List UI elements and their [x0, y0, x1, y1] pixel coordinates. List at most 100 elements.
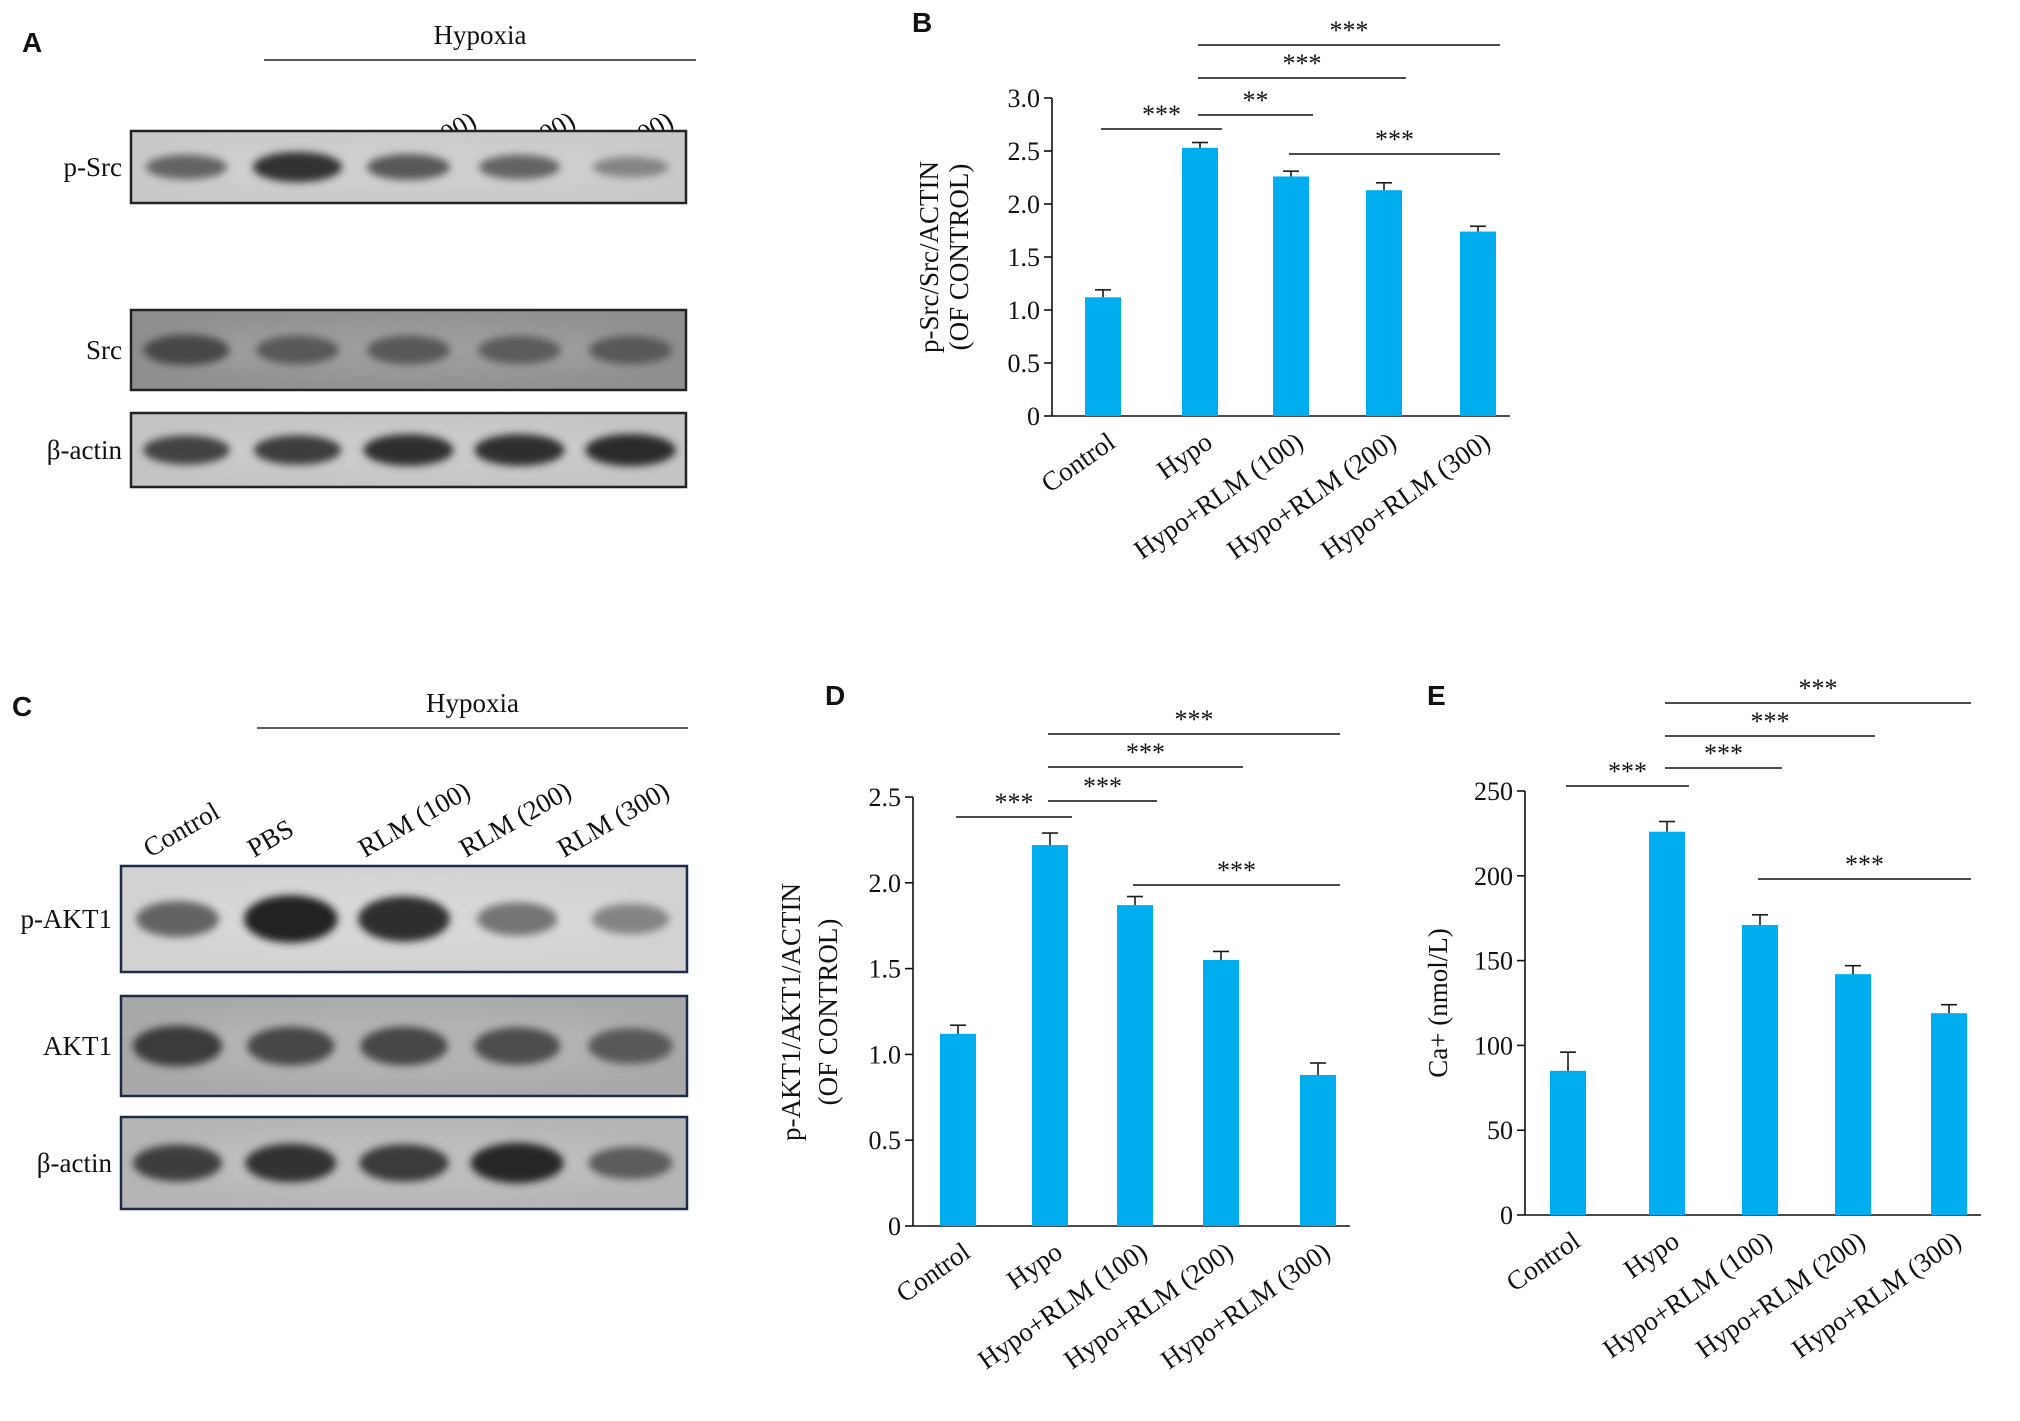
- y-axis-label: p-Src/Src/ACTIN: [914, 161, 944, 353]
- blot-row: AKT1: [43, 994, 689, 1098]
- bar: [1182, 147, 1218, 416]
- blot-frame: [129, 411, 688, 489]
- blot-row-label: p-Src: [64, 152, 122, 182]
- significance-label: ***: [1375, 125, 1414, 154]
- significance-label: ***: [1704, 739, 1743, 768]
- protein-band: [143, 435, 230, 465]
- x-tick-label: Hypo+RLM (200): [1221, 426, 1401, 565]
- y-axis-label: Ca+ (nmol/L): [1423, 928, 1453, 1077]
- x-tick-label: Hypo+RLM (300): [1315, 426, 1495, 565]
- bar: [1835, 974, 1871, 1215]
- bar: [1742, 924, 1778, 1215]
- significance-label: ***: [995, 788, 1034, 817]
- significance-label: ***: [1175, 705, 1214, 734]
- blot-row: β-actin: [37, 1115, 689, 1211]
- significance-label: ***: [1217, 856, 1256, 885]
- significance-label: ***: [1126, 738, 1165, 767]
- blot-frame: [119, 1115, 689, 1211]
- y-tick-label: 150: [1474, 947, 1513, 976]
- x-tick-label: Hypo+RLM (200): [1690, 1225, 1870, 1364]
- lane-label: Control: [138, 796, 224, 863]
- y-axis-label-secondary: (OF CONTROL): [944, 164, 974, 351]
- protein-band: [474, 1027, 561, 1065]
- bar: [940, 1033, 976, 1226]
- protein-band: [366, 335, 451, 365]
- significance-label: **: [1243, 86, 1269, 115]
- panel-letter: D: [825, 680, 845, 711]
- y-tick-label: 0: [888, 1212, 901, 1241]
- y-tick-label: 1.5: [869, 955, 902, 984]
- blot-row: β-actin: [47, 411, 688, 489]
- significance-label: ***: [1608, 757, 1647, 786]
- lane-label: RLM (200): [454, 775, 576, 863]
- significance-label: ***: [1083, 772, 1122, 801]
- x-tick-label: Hypo: [1151, 426, 1217, 485]
- y-tick-label: 2.0: [869, 869, 902, 898]
- x-tick-label: Hypo+RLM (300): [1155, 1236, 1335, 1375]
- y-tick-label: 0: [1027, 402, 1040, 431]
- x-tick-label: Control: [1036, 426, 1121, 498]
- y-tick-label: 1.0: [869, 1040, 902, 1069]
- significance-label: ***: [1751, 707, 1790, 736]
- protein-band: [132, 1025, 223, 1067]
- protein-band: [588, 335, 673, 365]
- blot-row-label: p-AKT1: [21, 904, 112, 934]
- significance-label: ***: [1283, 49, 1322, 78]
- blot-row-label: Src: [86, 335, 122, 365]
- significance-label: ***: [1330, 16, 1369, 45]
- protein-band: [359, 1144, 449, 1182]
- blot-frame: [129, 129, 688, 205]
- hypoxia-group-label: Hypoxia: [434, 20, 527, 50]
- panel-letter: B: [912, 7, 932, 38]
- x-tick-label: Hypo+RLM (300): [1786, 1225, 1966, 1364]
- blot-row: Src: [86, 308, 688, 392]
- panel-letter: E: [1427, 680, 1446, 711]
- bar: [1203, 960, 1239, 1226]
- x-tick-label: Control: [1501, 1225, 1586, 1297]
- significance-label: ***: [1845, 850, 1884, 879]
- bar: [1032, 845, 1068, 1226]
- panel-a-blot: AHypoxiaControlPBSRLM (100)RLM (200)RLM …: [22, 20, 696, 489]
- protein-band: [133, 1144, 223, 1182]
- blot-row-label: AKT1: [43, 1031, 112, 1061]
- protein-band: [363, 434, 454, 466]
- blot-frame: [129, 308, 688, 392]
- protein-band: [592, 156, 669, 178]
- lane-label: RLM (100): [353, 775, 475, 863]
- x-tick-label: Hypo+RLM (100): [1128, 426, 1308, 565]
- y-tick-label: 2.5: [1008, 137, 1041, 166]
- panel-letter: C: [12, 691, 32, 722]
- y-tick-label: 50: [1487, 1116, 1513, 1145]
- bar: [1460, 231, 1496, 416]
- protein-band: [588, 1027, 673, 1065]
- protein-band: [245, 1143, 337, 1183]
- blot-row: p-AKT1: [21, 864, 689, 974]
- panel-letter: A: [22, 27, 42, 58]
- y-tick-label: 250: [1474, 777, 1513, 806]
- panel-d-chart: D 0 0.5 1.0 1.5 2.0 2.5 p-AKT1/AKT1/ACTIN (OF CO…: [776, 680, 1350, 1375]
- x-tick-label: Hypo: [1618, 1225, 1684, 1284]
- protein-band: [247, 1026, 335, 1066]
- y-tick-label: 0.5: [869, 1126, 902, 1155]
- blot-row: p-Src: [64, 129, 688, 205]
- y-axis-label: p-AKT1/AKT1/ACTIN: [776, 883, 806, 1141]
- western-blot-panels: A Hypoxia Control PBS RLM (100)RLM (200)RLM …: [12, 20, 696, 1211]
- bar: [1117, 905, 1153, 1226]
- protein-band: [585, 433, 676, 467]
- x-tick-label: Hypo+RLM (100): [1597, 1225, 1777, 1364]
- hypoxia-group-label: Hypoxia: [426, 688, 519, 718]
- significance-label: ***: [1799, 674, 1838, 703]
- bar: [1300, 1074, 1336, 1226]
- protein-band: [145, 154, 228, 180]
- bar: [1273, 176, 1309, 416]
- protein-band: [474, 434, 565, 466]
- protein-band: [253, 435, 342, 465]
- protein-band: [470, 1142, 564, 1184]
- protein-band: [360, 1026, 448, 1066]
- protein-band: [588, 1146, 673, 1180]
- y-tick-label: 3.0: [1008, 84, 1041, 113]
- x-tick-label: Control: [891, 1236, 976, 1308]
- blot-frame: [119, 994, 689, 1098]
